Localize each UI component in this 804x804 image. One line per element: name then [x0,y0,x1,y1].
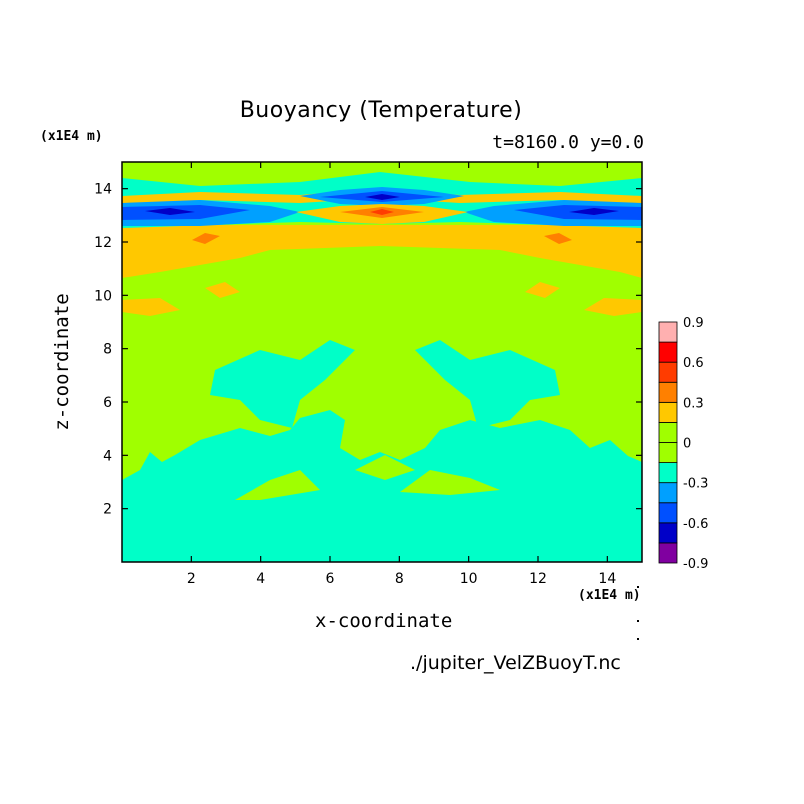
y-axis-unit: (x1E4 m) [40,129,103,144]
y-tick-label: 10 [94,288,112,304]
field-region-negative-min [145,208,195,215]
y-axis-ticks: 2 4 6 8 10 12 14 [94,182,642,518]
colorbar-tick-label: 0.6 [683,356,704,371]
field-region-positive-patch [525,282,560,298]
field-region-negative-min [569,208,619,215]
field-region-negative-lower [122,410,642,562]
x-axis-label: x-coordinate [315,610,453,632]
x-tick-label: 8 [395,571,404,587]
source-file-label: ./jupiter_VelZBuoyT.nc [410,652,621,674]
y-tick-label: 8 [103,342,112,358]
field-region-positive-band [122,225,642,278]
colorbar-swatch [658,341,678,363]
colorbar-swatch [658,542,678,564]
colorbar-swatch [658,522,678,544]
colorbar-swatch [658,361,678,383]
field-region-positive-patch [205,282,240,298]
colorbar-swatch [658,482,678,504]
colorbar-tick-label: -0.3 [683,477,708,492]
field-region-positive-small [544,233,572,244]
field-region-neutral-blob [235,470,320,500]
colorbar-tick-label: -0.6 [683,517,708,532]
y-tick-label: 4 [103,448,112,464]
field-region-neutral-blob [355,455,415,480]
colorbar-swatch [658,321,678,343]
contour-field [122,162,642,562]
colorbar-swatch [658,381,678,403]
x-tick-label: 14 [598,571,616,587]
colorbar-tick-label: -0.9 [683,557,708,572]
field-region-positive-patch [584,298,642,316]
chart-subtitle: t=8160.0 y=0.0 [492,132,644,153]
colorbar-tick-label: 0.9 [683,316,704,331]
field-region-neutral-blob [400,470,500,495]
field-region-positive-patch [122,298,180,316]
chart-title: Buoyancy (Temperature) [239,98,523,123]
colorbar-swatch [658,462,678,484]
x-tick-label: 12 [529,571,547,587]
colorbar-swatch [658,422,678,443]
colorbar-swatch [658,442,678,463]
field-region-negative-mid [210,340,355,428]
colorbar-ticks: 0.9 0.6 0.3 0 -0.3 -0.6 -0.9 [683,316,708,572]
colorbar-tick-label: 0 [683,437,691,452]
colorbar-swatch [658,401,678,423]
x-tick-label: 10 [460,571,478,587]
colorbar [658,321,678,564]
x-tick-label: 2 [187,571,196,587]
y-tick-label: 6 [103,395,112,411]
field-region-negative-mid [415,340,560,428]
field-region-neutral-top [122,162,642,186]
colorbar-tick-label: 0.3 [683,396,704,411]
x-axis-ticks: 2 4 6 8 10 12 14 [187,162,616,587]
field-region-negative-min [365,194,400,200]
x-tick-label: 6 [326,571,335,587]
field-region-positive-small [192,233,220,244]
field-region-positive-center-max [370,209,394,215]
y-tick-label: 12 [94,235,112,251]
x-axis-unit: (x1E4 m) [578,588,641,603]
plot-frame [121,161,643,563]
y-tick-label: 2 [103,502,112,518]
colorbar-swatch [658,502,678,524]
axis-marker-glyphs [637,586,639,640]
x-tick-label: 4 [256,571,265,587]
y-tick-label: 14 [94,182,112,198]
